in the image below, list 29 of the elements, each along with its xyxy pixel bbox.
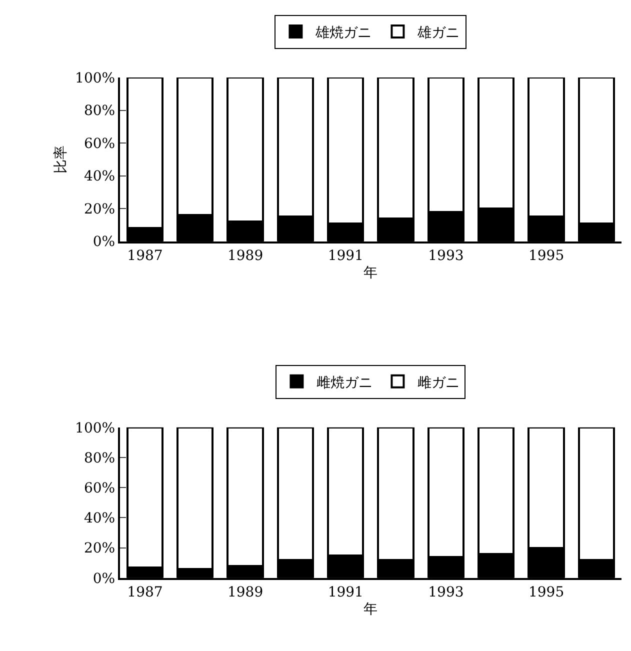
y-tick-label: 0% [92, 570, 116, 587]
y-tick-label: 0% [92, 234, 116, 250]
y-tick-label: 60% [84, 480, 116, 496]
y-axis-title: 比率 [53, 145, 70, 174]
legend-label: 雌ガニ [418, 374, 460, 391]
x-tick-label: 1993 [428, 248, 464, 264]
x-tick-label: 1995 [528, 248, 564, 264]
x-tick-label: 1987 [127, 248, 163, 264]
x-tick-label: 1989 [227, 248, 264, 264]
x-axis-title: 年 [364, 264, 378, 281]
y-tick-label: 80% [84, 103, 116, 120]
y-tick-label: 20% [84, 201, 116, 218]
legend-label: 雌焼ガニ [316, 374, 373, 391]
y-tick-label: 80% [84, 450, 116, 466]
legend-label: 雄焼ガニ [314, 24, 372, 41]
y-tick-label: 40% [84, 510, 116, 527]
y-tick-label: 100% [75, 420, 116, 436]
y-tick-label: 60% [84, 136, 116, 152]
y-tick-label: 40% [84, 168, 116, 185]
legend-label: 雄ガニ [416, 24, 460, 41]
y-tick-label: 20% [84, 540, 116, 557]
x-axis-title: 年 [364, 601, 378, 618]
x-tick-label: 1995 [528, 584, 564, 601]
x-tick-label: 1987 [127, 584, 163, 601]
x-tick-label: 1989 [227, 584, 264, 601]
x-tick-label: 1993 [428, 584, 464, 601]
y-tick-label: 100% [75, 70, 116, 86]
x-tick-label: 1991 [328, 584, 364, 601]
x-tick-label: 1991 [328, 248, 364, 264]
